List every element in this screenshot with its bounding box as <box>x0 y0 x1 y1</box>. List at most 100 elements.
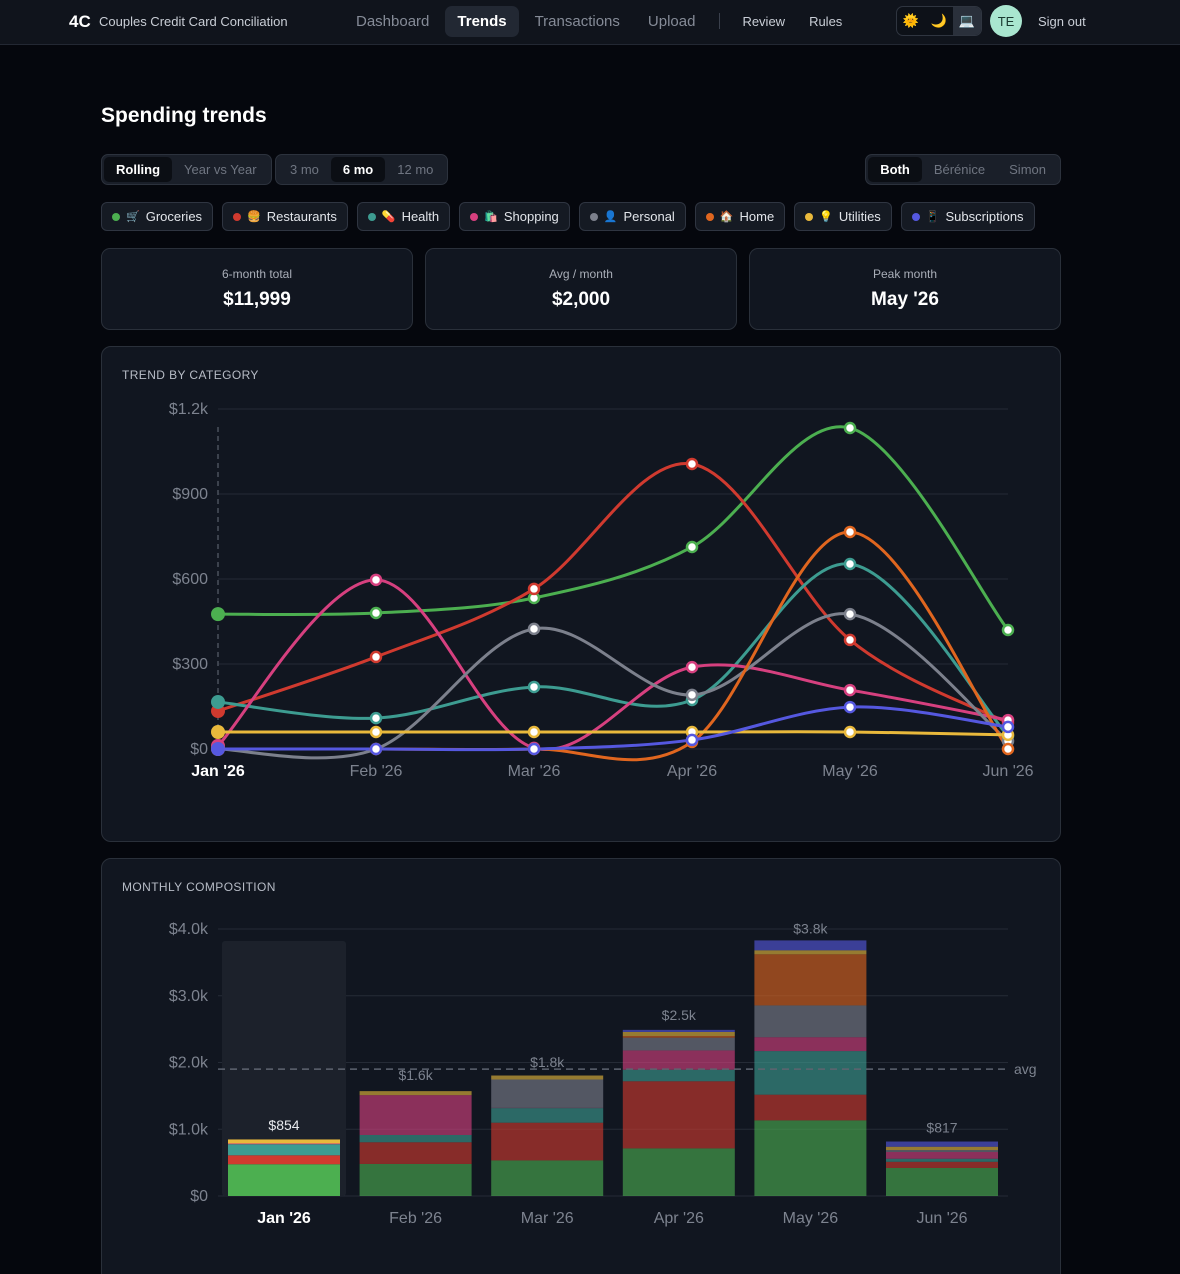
bar-segment <box>886 1150 998 1152</box>
bar-total-label: $1.8k <box>530 1054 565 1070</box>
series-line <box>218 705 1009 752</box>
x-tick-label: Apr '26 <box>654 1210 704 1227</box>
bar-segment <box>359 1091 472 1096</box>
category-name: Shopping <box>503 209 559 224</box>
data-point <box>843 525 857 539</box>
bar-segment <box>622 1050 735 1070</box>
legend-dot <box>705 212 714 221</box>
data-point <box>369 573 383 587</box>
stat-label: 6-month total <box>221 267 293 281</box>
legend-dot <box>589 212 598 221</box>
bar-segment <box>754 1037 867 1052</box>
category-icon: 🏠 <box>719 211 734 223</box>
bar-segment <box>622 1036 735 1038</box>
y-tick-label: $0 <box>190 741 208 758</box>
theme-option[interactable]: 🌞 <box>902 13 920 28</box>
series-line <box>217 462 1009 725</box>
toggle-option[interactable]: 3 mo <box>290 162 319 177</box>
toggle-option[interactable]: Bérénice <box>933 162 986 177</box>
trend-card: TREND BY CATEGORY $0 $300 $600 $900 $1.2k Jan … <box>101 346 1061 842</box>
category-chip[interactable]: 👤 Personal <box>578 202 686 231</box>
data-point <box>369 725 383 739</box>
nav-link[interactable]: Transactions <box>534 12 620 30</box>
data-point <box>527 622 541 636</box>
toggle-option[interactable]: 12 mo <box>397 162 434 177</box>
data-point <box>369 650 383 664</box>
data-point <box>843 557 857 571</box>
data-point <box>843 421 857 435</box>
category-icon: 🍔 <box>247 211 261 223</box>
data-point <box>843 683 857 697</box>
x-tick-label: May '26 <box>822 763 878 780</box>
sign-out[interactable]: Sign out <box>1038 14 1086 29</box>
nav-link[interactable]: Upload <box>647 12 696 30</box>
data-point <box>211 694 225 709</box>
nav-link[interactable]: Rules <box>809 13 843 29</box>
x-tick-label: Jan '26 <box>257 1210 311 1227</box>
data-point <box>369 606 383 620</box>
category-icon: 💡 <box>819 211 833 223</box>
category-chip[interactable]: 💡 Utilities <box>794 202 892 231</box>
bar-segment <box>886 1161 998 1168</box>
category-name: Subscriptions <box>945 209 1024 224</box>
theme-option[interactable]: 💻 <box>953 7 981 35</box>
category-chip[interactable]: 📱 Subscriptions <box>900 202 1035 231</box>
bar-total-label: $3.8k <box>793 920 828 936</box>
legend-dot <box>911 212 920 221</box>
bar-segment <box>754 1051 867 1095</box>
bar-segment <box>491 1122 604 1161</box>
category-filters: 🛒 Groceries 🍔 Restaurants 💊 Health 🛍️ Shopping 👤… <box>101 202 1035 231</box>
category-name: Health <box>401 209 440 224</box>
stat-value: $2,000 <box>551 289 611 310</box>
series-line <box>217 562 1010 737</box>
theme-option[interactable]: 🌙 <box>930 13 948 28</box>
bar-segment <box>491 1079 604 1108</box>
person-toggle: Both Bérénice Simon <box>865 154 1061 185</box>
toggle-option[interactable]: 6 mo <box>330 157 386 182</box>
nav-link[interactable]: Review <box>742 13 786 29</box>
toggle-option[interactable]: Rolling <box>104 157 173 182</box>
category-name: Groceries <box>145 209 203 224</box>
category-chip[interactable]: 🏠 Home <box>694 202 786 231</box>
toggle-option[interactable]: Year vs Year <box>184 162 257 177</box>
theme-switch: 🌞 🌙 💻 <box>896 6 982 36</box>
avatar[interactable]: TE <box>990 5 1022 37</box>
data-point <box>685 688 699 702</box>
x-tick-label: Jan '26 <box>191 763 245 780</box>
bar-total-label: $854 <box>268 1117 299 1133</box>
category-icon: 👤 <box>603 211 618 223</box>
bar-segment <box>886 1146 998 1151</box>
legend-dot <box>367 212 376 221</box>
data-point <box>685 457 699 471</box>
composition-card: MONTHLY COMPOSITION $0 $1.0k $2.0k $3.0k $4.0… <box>101 858 1061 1274</box>
data-point <box>211 725 225 739</box>
nav-link[interactable]: Dashboard <box>356 12 430 30</box>
legend-dot <box>470 212 479 221</box>
category-icon: 🛒 <box>126 211 140 223</box>
data-point <box>843 607 857 621</box>
data-point <box>685 660 699 674</box>
series-line <box>216 578 1009 751</box>
legend-dot <box>233 212 242 221</box>
stat-value: $11,999 <box>223 289 291 310</box>
data-point <box>685 733 699 747</box>
bar-segment <box>754 940 867 951</box>
data-point <box>1001 720 1015 734</box>
nav-link[interactable]: Trends <box>445 5 519 37</box>
toggle-option[interactable]: Both <box>868 157 922 182</box>
category-chip[interactable]: 🛒 Groceries <box>101 202 214 231</box>
bar-segment <box>754 954 867 1006</box>
toggle-option[interactable]: Simon <box>1009 162 1046 177</box>
category-chip[interactable]: 🛍️ Shopping <box>459 202 570 231</box>
category-chip[interactable]: 💊 Health <box>356 202 451 231</box>
stat-value: May '26 <box>871 289 939 310</box>
data-point <box>1001 742 1015 756</box>
data-point <box>685 540 699 554</box>
legend-dot <box>805 212 814 221</box>
data-point <box>211 742 225 756</box>
bar-segment <box>359 1095 472 1135</box>
brand[interactable]: 4C <box>69 12 91 31</box>
category-chip[interactable]: 🍔 Restaurants <box>222 202 348 231</box>
